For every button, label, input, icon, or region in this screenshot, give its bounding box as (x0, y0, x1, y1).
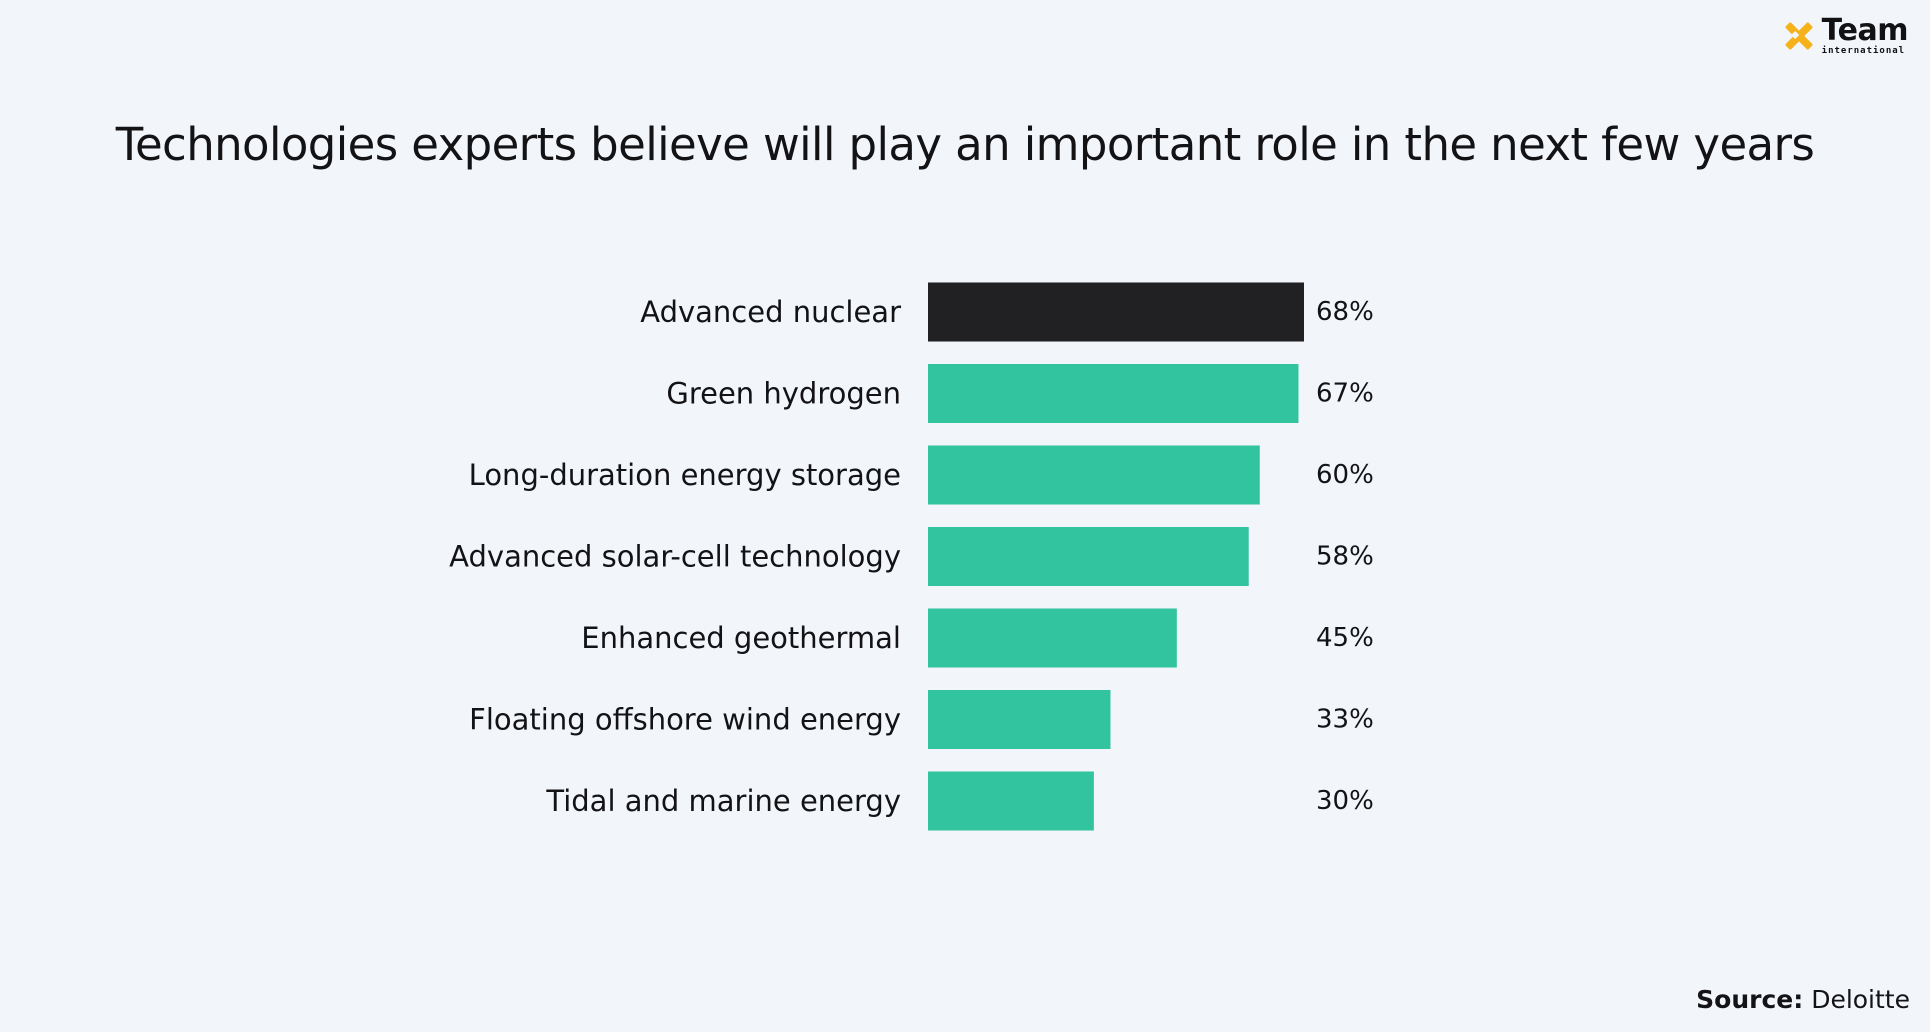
category-label: Advanced solar-cell technology (449, 540, 901, 574)
bar-4 (928, 608, 1177, 668)
bar-1 (928, 364, 1299, 423)
bar-0 (928, 282, 1304, 342)
logo-mark-icon (1785, 22, 1813, 50)
value-label: 68% (1316, 297, 1374, 327)
category-label: Enhanced geothermal (581, 621, 901, 655)
bar-5 (928, 690, 1111, 749)
value-label: 58% (1316, 542, 1374, 572)
logo-word: Team (1821, 13, 1909, 48)
source-credit: Source: Deloitte (1696, 985, 1910, 1014)
bar-6 (928, 771, 1094, 831)
category-label: Green hydrogen (666, 377, 901, 411)
bar-2 (928, 445, 1260, 505)
category-label: Long-duration energy storage (469, 458, 901, 492)
value-label: 60% (1316, 460, 1374, 490)
value-label: 33% (1316, 705, 1374, 735)
category-label: Floating offshore wind energy (469, 703, 901, 737)
value-label: 67% (1316, 379, 1374, 409)
source-label: Source: (1696, 985, 1804, 1014)
bar-3 (928, 527, 1249, 586)
value-label: 30% (1316, 786, 1374, 816)
category-label: Advanced nuclear (640, 295, 901, 329)
logo-subtitle: international (1821, 46, 1906, 56)
team-international-logo: Team international (1780, 13, 1909, 58)
category-label: Tidal and marine energy (545, 784, 901, 818)
chart-title: Technologies experts believe will play a… (115, 118, 1815, 171)
value-label: 45% (1316, 623, 1374, 653)
source-value: Deloitte (1811, 985, 1910, 1014)
